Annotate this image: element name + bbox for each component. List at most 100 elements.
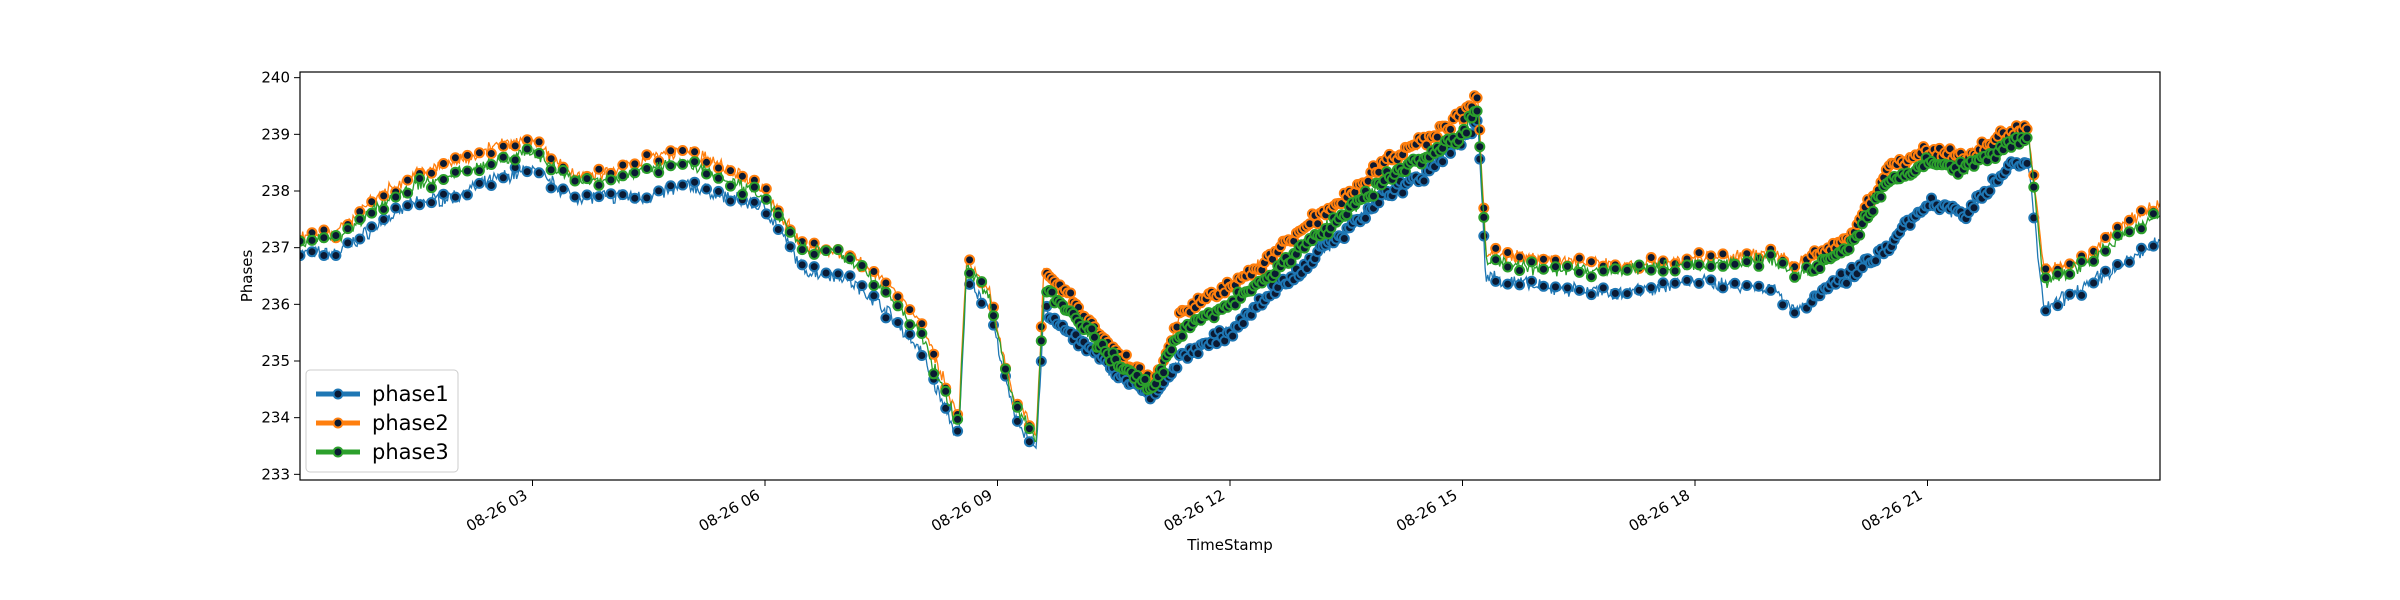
data-point-phase3 [1490,254,1502,266]
data-point-phase1 [2112,259,2123,270]
data-point-phase3 [1693,259,1705,271]
data-point-phase2 [1035,321,1047,333]
data-point-phase3 [366,207,378,219]
data-point-phase1 [1538,280,1549,292]
data-point-phase3 [426,182,437,194]
data-point-phase1 [1645,282,1657,294]
data-point-phase1 [772,224,784,235]
data-point-phase1 [1418,175,1430,187]
data-point-phase2 [1445,123,1456,135]
data-point-phase1 [1984,185,1996,197]
data-point-phase1 [713,185,724,197]
data-point-phase1 [641,192,653,204]
data-point-phase2 [2100,232,2111,243]
data-point-phase3 [904,319,916,331]
data-point-phase3 [796,244,808,256]
data-point-phase3 [2064,268,2076,280]
data-point-phase1 [653,185,665,197]
data-point-phase1 [701,183,712,195]
data-point-phase3 [1705,261,1717,272]
data-point-phase3 [1657,265,1669,277]
data-point-phase1 [844,270,856,282]
data-point-phase3 [1814,263,1826,274]
data-point-phase1 [904,328,916,340]
data-point-phase1 [1741,280,1753,291]
data-point-phase2 [438,158,449,169]
data-point-phase2 [1471,92,1483,104]
data-point-phase3 [1777,257,1789,269]
data-point-phase2 [1502,247,1514,258]
data-point-phase3 [988,310,999,322]
data-point-phase1 [485,180,497,191]
data-point-phase3 [378,203,390,215]
data-point-phase3 [701,168,712,180]
data-point-phase1 [1437,156,1449,168]
data-point-phase1 [1550,281,1561,293]
data-point-phase3 [2076,256,2088,267]
data-point-phase1 [808,261,820,273]
data-point-phase3 [438,174,449,185]
data-point-phase2 [593,163,605,175]
data-point-phase3 [1471,105,1483,117]
data-point-phase1 [318,250,330,261]
data-point-phase2 [485,148,497,159]
data-point-phase2 [1514,251,1526,263]
data-point-phase1 [617,189,629,201]
data-point-phase3 [306,234,318,246]
data-point-phase1 [832,268,844,280]
data-point-phase2 [725,165,736,177]
data-point-phase1 [605,188,617,200]
data-point-phase2 [713,162,724,174]
data-point-phase3 [2052,268,2064,280]
data-point-phase1 [2064,288,2076,300]
data-point-phase2 [904,304,916,316]
y-tick-label: 236 [261,295,290,313]
legend-marker-phase1 [332,388,344,400]
data-point-phase3 [2135,223,2147,235]
data-point-phase2 [1065,287,1077,299]
data-point-phase2 [461,149,473,161]
data-point-phase1 [2088,277,2100,289]
data-point-phase2 [677,145,689,156]
data-point-phase3 [713,172,724,184]
data-point-phase3 [1717,260,1729,272]
data-point-phase3 [402,187,414,199]
legend-marker-phase3 [332,446,344,458]
data-point-phase3 [1867,205,1879,217]
data-point-phase1 [1705,274,1717,286]
data-point-phase2 [760,183,772,195]
data-point-phase2 [1585,256,1597,268]
data-point-phase3 [1562,260,1573,272]
data-point-phase3 [784,226,796,238]
data-point-phase2 [892,291,904,303]
legend-label-phase2: phase2 [372,411,449,435]
data-point-phase2 [928,348,940,360]
data-point-phase2 [497,140,509,152]
data-point-phase2 [1573,252,1585,264]
data-point-phase3 [390,191,402,203]
data-point-phase1 [1585,289,1597,301]
data-point-phase1 [1227,330,1239,342]
data-point-phase3 [545,164,557,176]
data-point-phase2 [2123,214,2135,226]
data-point-phase3 [1573,266,1585,278]
data-point-phase2 [449,152,461,164]
data-point-phase1 [1621,288,1633,300]
data-point-phase1 [820,267,832,279]
data-point-phase3 [2123,226,2135,238]
data-point-phase3 [772,209,784,221]
y-tick-label: 234 [261,409,290,427]
data-point-phase3 [461,165,473,177]
data-point-phase1 [533,167,545,179]
data-point-phase3 [1854,229,1866,241]
data-point-phase3 [1000,363,1011,375]
data-point-phase3 [1753,260,1765,272]
data-point-phase3 [318,232,330,244]
data-point-phase1 [1789,307,1801,319]
data-point-phase1 [414,199,426,211]
data-point-phase3 [2112,229,2123,241]
data-point-phase3 [820,245,832,257]
data-point-phase3 [485,159,497,170]
data-point-phase1 [868,290,880,302]
data-point-phase3 [497,151,509,163]
